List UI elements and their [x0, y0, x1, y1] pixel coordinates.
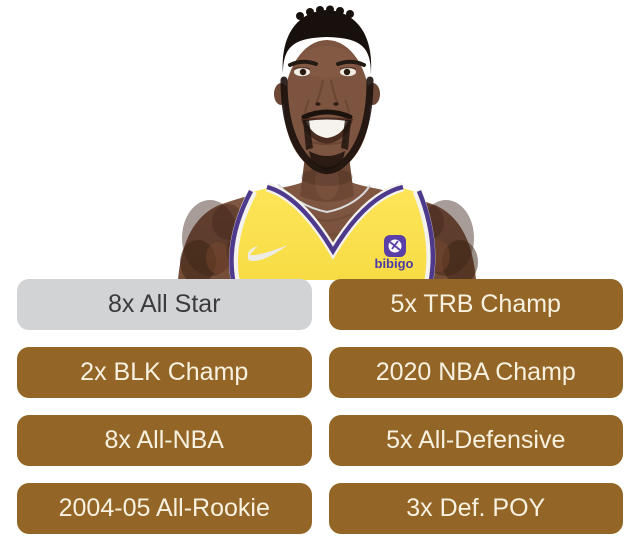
player-head: [274, 5, 380, 174]
badge-all-defensive[interactable]: 5x All-Defensive: [328, 415, 623, 466]
badge-trb-champ[interactable]: 5x TRB Champ: [328, 279, 623, 330]
badge-all-star[interactable]: 8x All Star: [17, 279, 312, 330]
badge-blk-champ[interactable]: 2x BLK Champ: [17, 347, 312, 398]
bibigo-logo: bibigo: [375, 235, 414, 271]
badge-all-rookie[interactable]: 2004-05 All-Rookie: [17, 483, 312, 534]
badge-nba-champ[interactable]: 2020 NBA Champ: [328, 347, 623, 398]
bibigo-wordmark: bibigo: [375, 256, 414, 271]
accolade-grid: 8x All Star 5x TRB Champ 2x BLK Champ 20…: [17, 279, 623, 534]
badge-all-nba[interactable]: 8x All-NBA: [17, 415, 312, 466]
player-hair: [282, 10, 372, 74]
player-photo-svg: bibigo: [178, 5, 478, 284]
nike-swoosh-icon: [247, 245, 288, 261]
player-photo: bibigo: [170, 0, 500, 284]
badge-def-poy[interactable]: 3x Def. POY: [328, 483, 623, 534]
left-arm-tattoo: [180, 200, 246, 284]
player-jersey: bibigo: [228, 182, 436, 281]
